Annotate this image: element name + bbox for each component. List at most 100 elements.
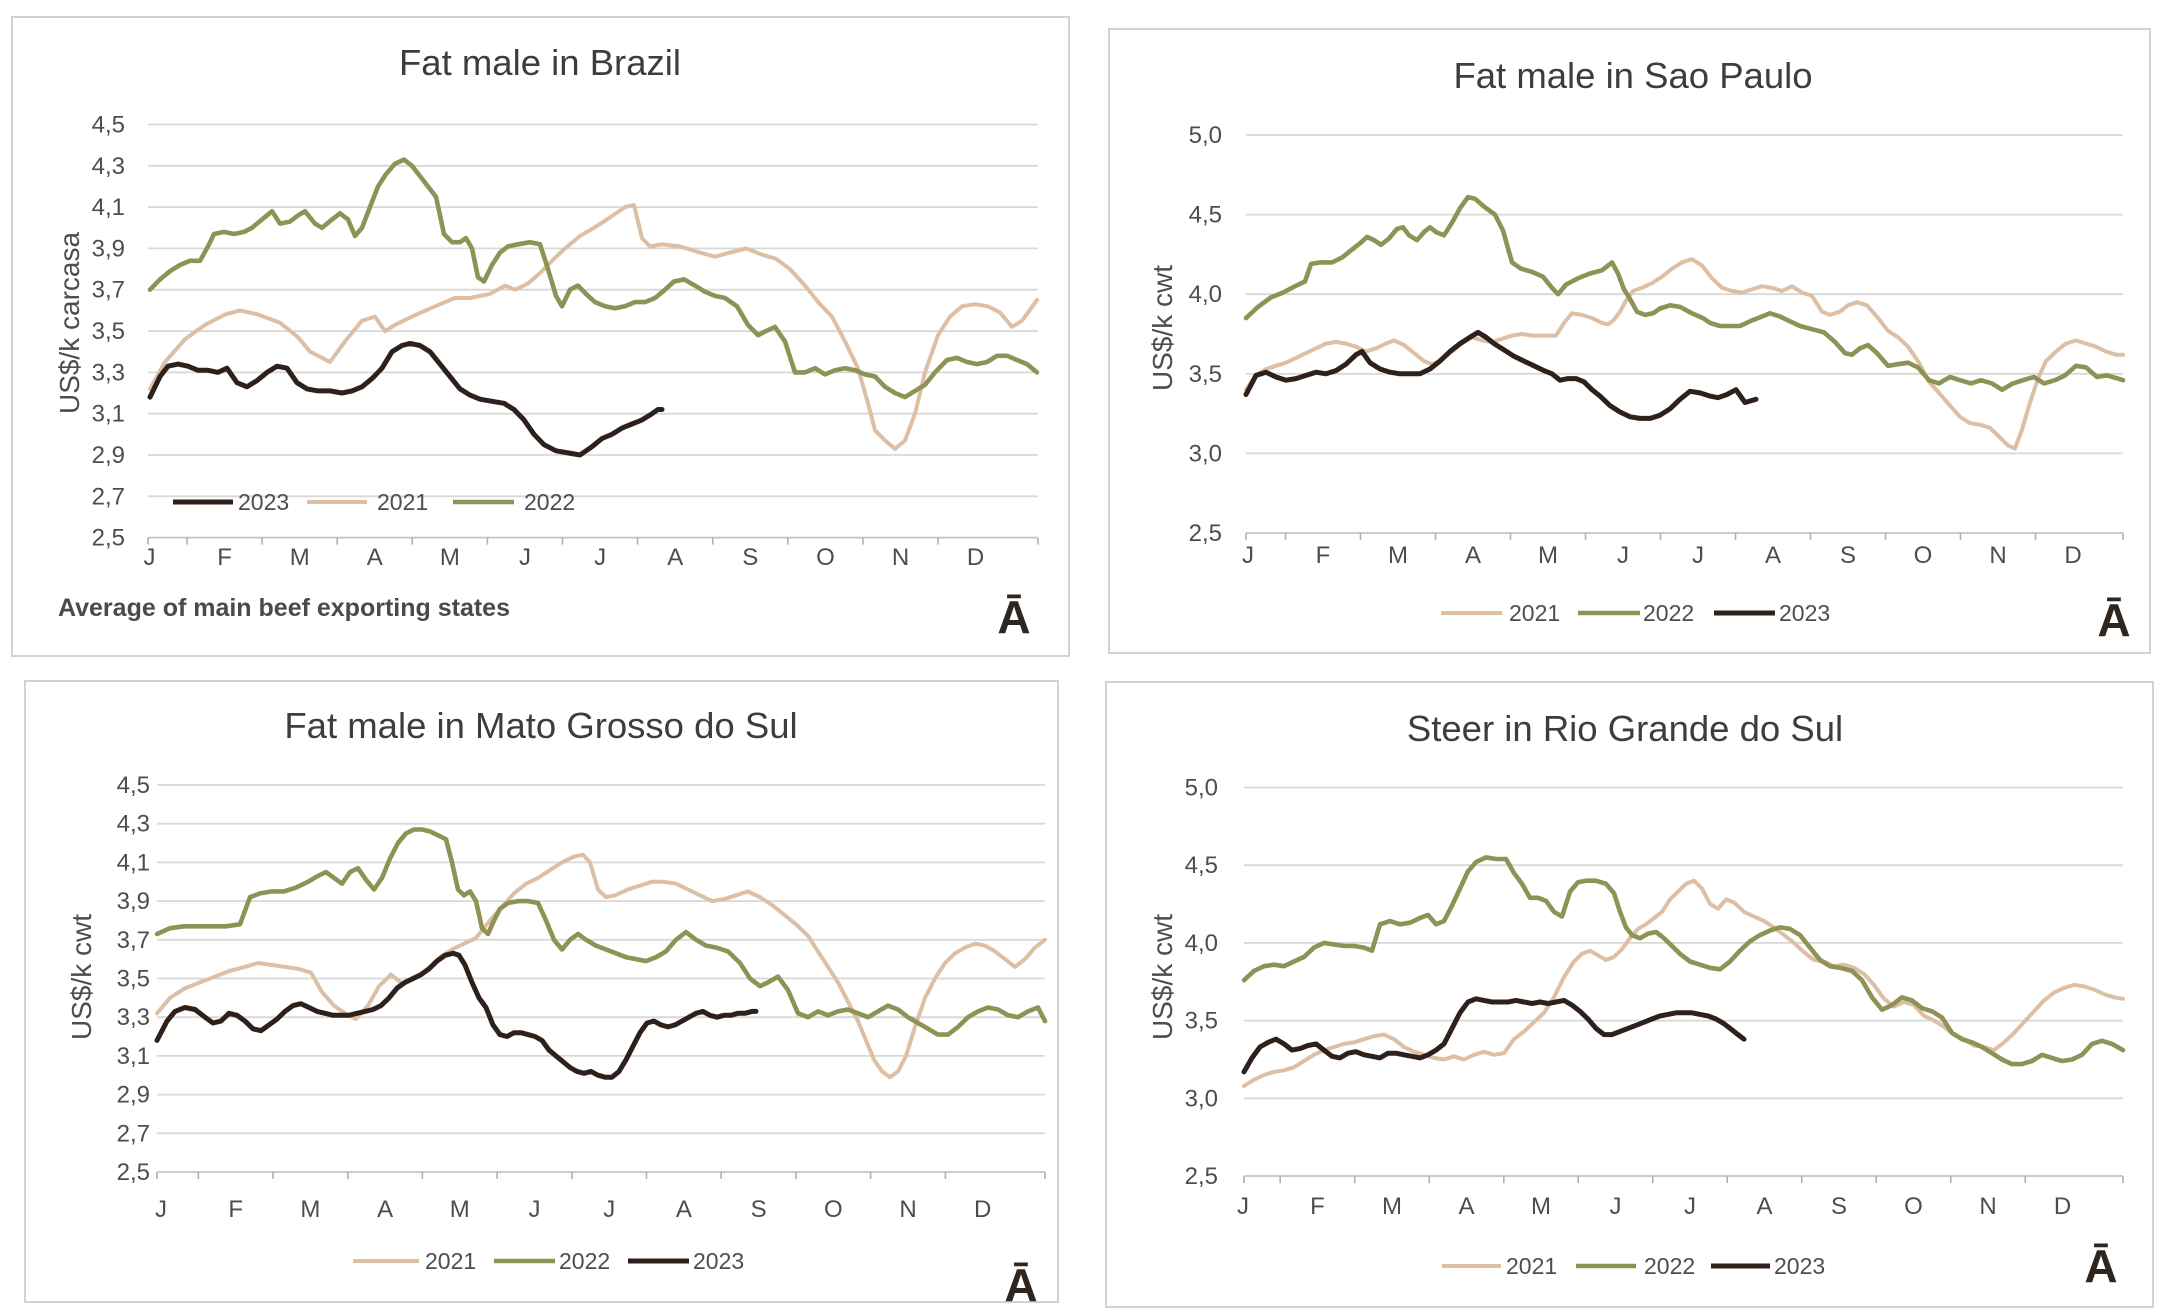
svg-text:M: M	[1531, 1193, 1551, 1220]
svg-text:4,0: 4,0	[1185, 930, 1218, 957]
svg-text:Ā: Ā	[1004, 1259, 1037, 1311]
svg-text:3,1: 3,1	[92, 401, 125, 428]
svg-text:F: F	[217, 544, 232, 571]
svg-text:M: M	[300, 1196, 320, 1223]
svg-text:3,3: 3,3	[117, 1004, 150, 1031]
svg-text:3,5: 3,5	[92, 318, 125, 345]
svg-text:M: M	[1538, 542, 1558, 569]
svg-text:2021: 2021	[1509, 600, 1560, 626]
svg-text:A: A	[367, 544, 383, 571]
svg-text:4,5: 4,5	[1185, 852, 1218, 879]
svg-text:Fat male in Mato Grosso do Sul: Fat male in Mato Grosso do Sul	[284, 705, 797, 746]
svg-text:Fat male in Brazil: Fat male in Brazil	[399, 42, 681, 83]
svg-text:M: M	[440, 544, 460, 571]
svg-text:A: A	[1756, 1193, 1772, 1220]
svg-text:O: O	[1914, 542, 1933, 569]
svg-text:N: N	[1979, 1193, 1996, 1220]
svg-text:2,7: 2,7	[117, 1120, 150, 1147]
svg-text:4,5: 4,5	[117, 772, 150, 799]
svg-text:F: F	[1310, 1193, 1325, 1220]
svg-text:Ā: Ā	[2084, 1240, 2117, 1292]
svg-text:2023: 2023	[238, 489, 289, 515]
svg-text:A: A	[667, 544, 683, 571]
svg-text:3,7: 3,7	[92, 277, 125, 304]
svg-text:2022: 2022	[524, 489, 575, 515]
svg-text:Fat male in Sao Paulo: Fat male in Sao Paulo	[1453, 55, 1812, 96]
svg-text:M: M	[1388, 542, 1408, 569]
svg-text:4,1: 4,1	[92, 194, 125, 221]
svg-text:4,3: 4,3	[117, 811, 150, 838]
svg-text:3,5: 3,5	[1185, 1008, 1218, 1035]
svg-text:2022: 2022	[1644, 1253, 1695, 1279]
svg-text:3,9: 3,9	[92, 235, 125, 262]
svg-text:F: F	[1316, 542, 1331, 569]
svg-text:US$/k cwt: US$/k cwt	[66, 914, 97, 1040]
svg-text:3,0: 3,0	[1189, 440, 1222, 467]
svg-text:M: M	[290, 544, 310, 571]
svg-text:Ā: Ā	[997, 591, 1030, 643]
svg-text:Steer in Rio Grande do Sul: Steer in Rio Grande do Sul	[1407, 708, 1843, 749]
svg-text:A: A	[1465, 542, 1481, 569]
svg-text:2022: 2022	[1643, 600, 1694, 626]
svg-text:J: J	[1617, 542, 1629, 569]
svg-text:2,5: 2,5	[1189, 520, 1222, 547]
svg-text:O: O	[1904, 1193, 1923, 1220]
svg-text:N: N	[892, 544, 909, 571]
svg-text:J: J	[1610, 1193, 1622, 1220]
svg-text:J: J	[144, 544, 156, 571]
svg-text:US$/k carcasa: US$/k carcasa	[54, 232, 85, 414]
svg-text:5,0: 5,0	[1185, 775, 1218, 802]
svg-text:4,5: 4,5	[1189, 202, 1222, 229]
svg-text:M: M	[1382, 1193, 1402, 1220]
svg-text:N: N	[1989, 542, 2006, 569]
svg-text:D: D	[2054, 1193, 2071, 1220]
svg-text:2022: 2022	[559, 1248, 610, 1274]
svg-text:J: J	[529, 1196, 541, 1223]
svg-text:Average of main beef exporting: Average of main beef exporting states	[58, 594, 510, 622]
svg-text:4,5: 4,5	[92, 112, 125, 139]
svg-text:2023: 2023	[693, 1248, 744, 1274]
svg-text:3,3: 3,3	[92, 359, 125, 386]
svg-text:J: J	[155, 1196, 167, 1223]
svg-text:D: D	[2064, 542, 2081, 569]
svg-text:5,0: 5,0	[1189, 122, 1222, 149]
svg-text:J: J	[1237, 1193, 1249, 1220]
svg-text:Ā: Ā	[2097, 594, 2130, 646]
svg-text:J: J	[594, 544, 606, 571]
svg-text:S: S	[1831, 1193, 1847, 1220]
svg-text:S: S	[751, 1196, 767, 1223]
svg-text:3,0: 3,0	[1185, 1085, 1218, 1112]
svg-text:2023: 2023	[1779, 600, 1830, 626]
svg-text:J: J	[1684, 1193, 1696, 1220]
svg-text:2021: 2021	[377, 489, 428, 515]
svg-text:F: F	[228, 1196, 243, 1223]
svg-text:3,5: 3,5	[117, 966, 150, 993]
svg-text:4,0: 4,0	[1189, 281, 1222, 308]
svg-text:D: D	[967, 544, 984, 571]
svg-text:2,5: 2,5	[92, 525, 125, 552]
svg-text:4,3: 4,3	[92, 153, 125, 180]
svg-text:US$/k cwt: US$/k cwt	[1147, 265, 1178, 391]
svg-text:2023: 2023	[1774, 1253, 1825, 1279]
svg-text:J: J	[1692, 542, 1704, 569]
svg-text:US$/k cwt: US$/k cwt	[1147, 914, 1178, 1040]
svg-text:A: A	[676, 1196, 692, 1223]
svg-text:M: M	[450, 1196, 470, 1223]
svg-text:O: O	[816, 544, 835, 571]
svg-text:4,1: 4,1	[117, 849, 150, 876]
svg-text:S: S	[742, 544, 758, 571]
svg-text:J: J	[1242, 542, 1254, 569]
svg-text:A: A	[1765, 542, 1781, 569]
svg-text:S: S	[1840, 542, 1856, 569]
svg-text:2,7: 2,7	[92, 483, 125, 510]
svg-text:3,7: 3,7	[117, 927, 150, 954]
svg-text:A: A	[377, 1196, 393, 1223]
svg-text:A: A	[1458, 1193, 1474, 1220]
svg-text:2,9: 2,9	[92, 442, 125, 469]
svg-text:O: O	[824, 1196, 843, 1223]
svg-text:2021: 2021	[425, 1248, 476, 1274]
svg-text:3,1: 3,1	[117, 1043, 150, 1070]
svg-text:3,9: 3,9	[117, 888, 150, 915]
svg-text:2,5: 2,5	[1185, 1163, 1218, 1190]
svg-text:N: N	[899, 1196, 916, 1223]
